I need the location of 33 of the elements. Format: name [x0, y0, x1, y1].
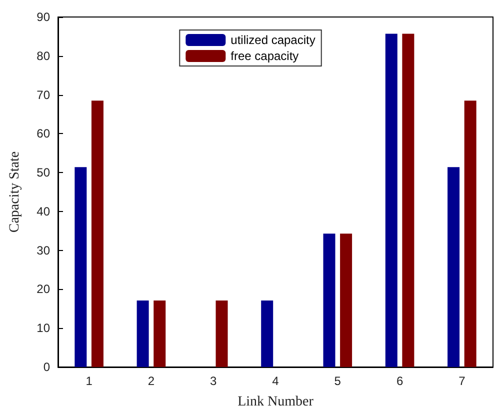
y-tick-label: 60 [36, 126, 50, 141]
x-tick-label: 6 [396, 374, 404, 388]
bar [74, 167, 87, 367]
x-tick-label: 3 [210, 374, 218, 388]
bar [136, 300, 149, 367]
bar [385, 34, 398, 367]
x-tick-label: 7 [458, 374, 466, 388]
x-tick-label: 4 [272, 374, 280, 388]
bar [91, 100, 104, 367]
bar [402, 34, 414, 367]
bar [448, 167, 460, 367]
bar [154, 300, 166, 367]
bar [323, 234, 336, 367]
y-tick-label: 40 [36, 204, 50, 218]
legend-label: free capacity [230, 49, 299, 63]
y-tick-label: 10 [36, 321, 50, 336]
x-tick-label: 5 [334, 374, 342, 388]
y-tick-label: 70 [36, 88, 50, 102]
x-axis-title: Link Number [238, 394, 314, 410]
y-tick-label: 0 [43, 360, 50, 374]
y-axis-title: Capacity State [8, 151, 22, 233]
x-tick-label: 1 [86, 374, 93, 388]
x-tick-label: 2 [148, 374, 155, 388]
y-tick-label: 30 [36, 243, 50, 258]
bar [340, 234, 352, 367]
y-tick-label: 20 [36, 282, 50, 296]
bar [464, 100, 476, 367]
y-tick-label: 90 [36, 10, 50, 24]
y-tick-label: 80 [36, 48, 50, 63]
bar [216, 300, 228, 367]
bar [261, 300, 274, 367]
y-tick-label: 50 [36, 166, 50, 180]
legend-label: utilized capacity [230, 33, 316, 47]
